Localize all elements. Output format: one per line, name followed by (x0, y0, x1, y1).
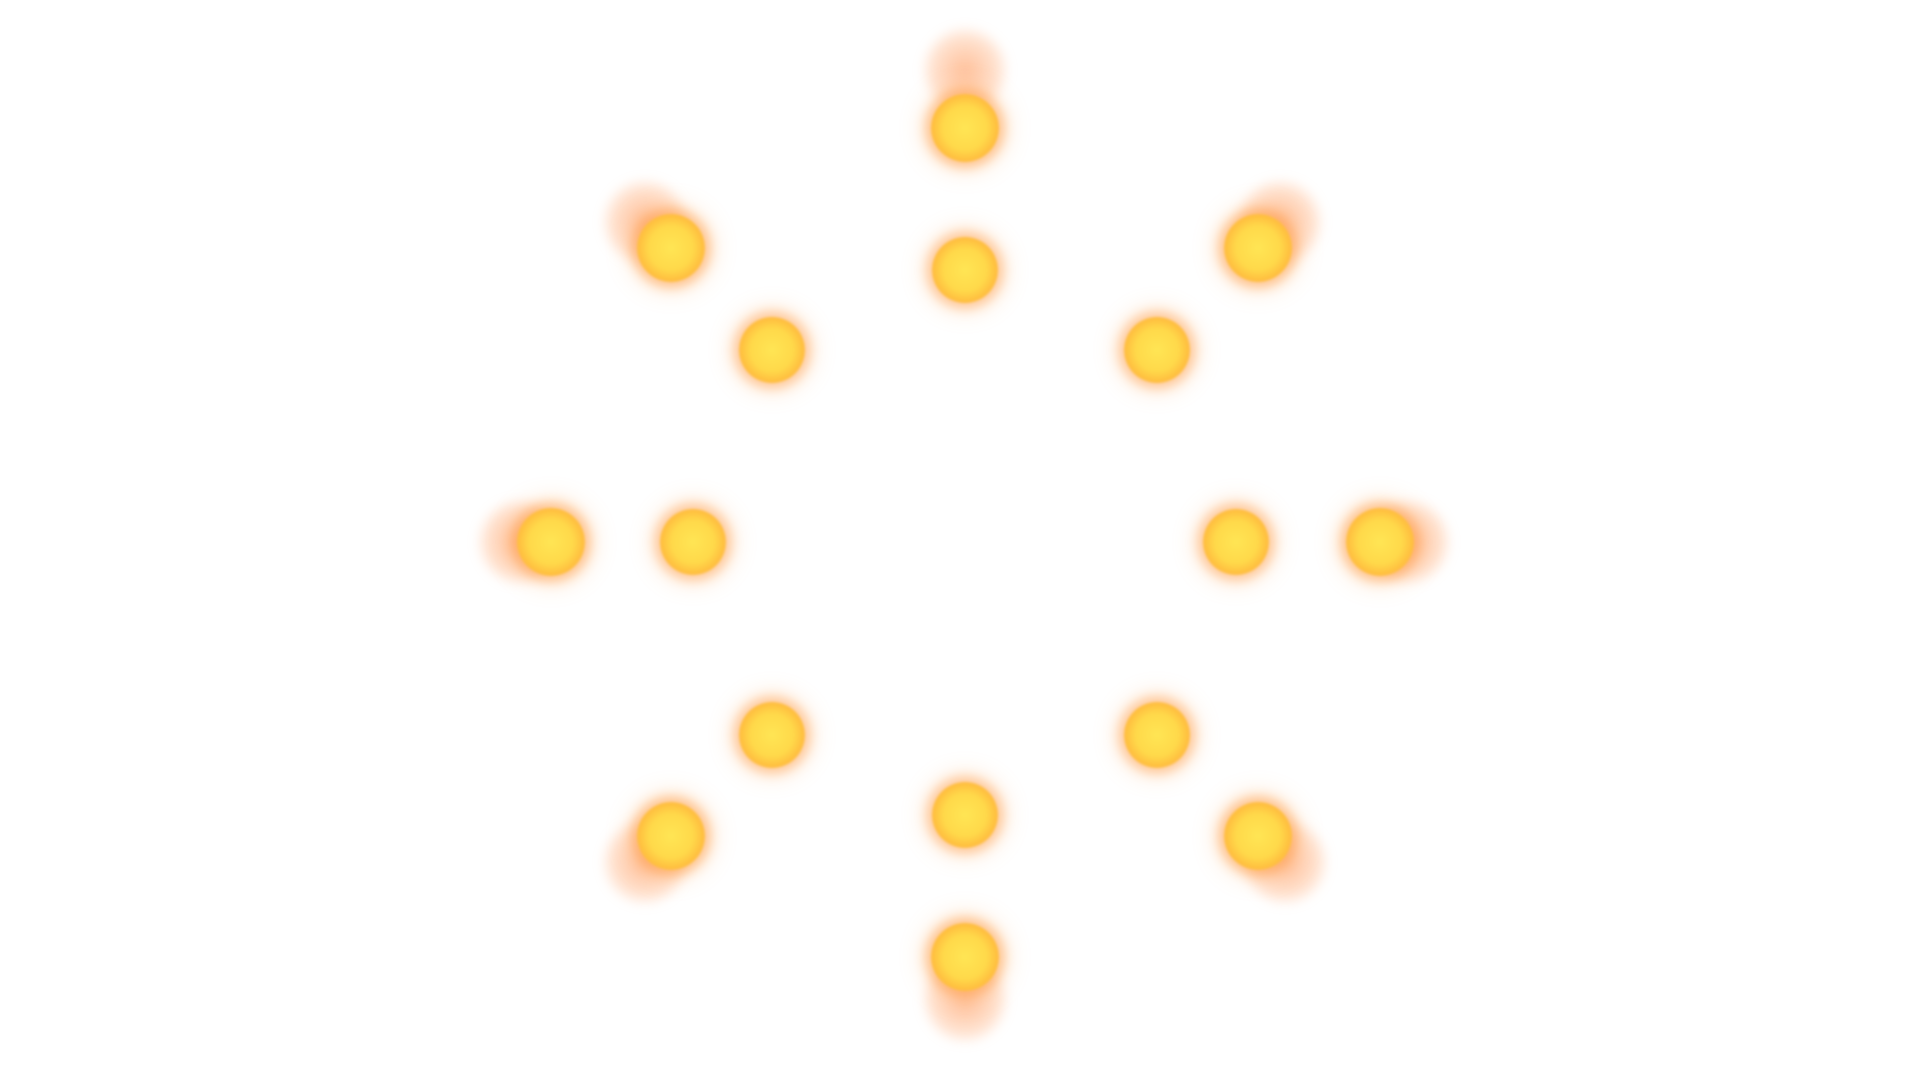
spinner-outer-dot-bottom-right (1224, 802, 1292, 870)
spinner-outer-dot-top (931, 94, 999, 162)
spinner-outer-dot-top-right (1224, 214, 1292, 282)
spinner-outer-dot-top-left (637, 214, 705, 282)
spinner-inner-dot-bottom-right (1124, 702, 1190, 768)
spinner-inner-dot-left (660, 509, 726, 575)
spinner-inner-dot-bottom-left (739, 702, 805, 768)
spinner-outer-dot-right (1346, 508, 1414, 576)
spinner-outer-dot-left (517, 508, 585, 576)
spinner-outer-dot-bottom (931, 923, 999, 991)
spinner-inner-dot-top-right (1124, 317, 1190, 383)
spinner-outer-dot-bottom-left (637, 802, 705, 870)
spinner-inner-dot-bottom (932, 782, 998, 848)
spinner-inner-dot-top-left (739, 317, 805, 383)
spinner-inner-dot-top (932, 237, 998, 303)
spinner-inner-dot-right (1203, 509, 1269, 575)
